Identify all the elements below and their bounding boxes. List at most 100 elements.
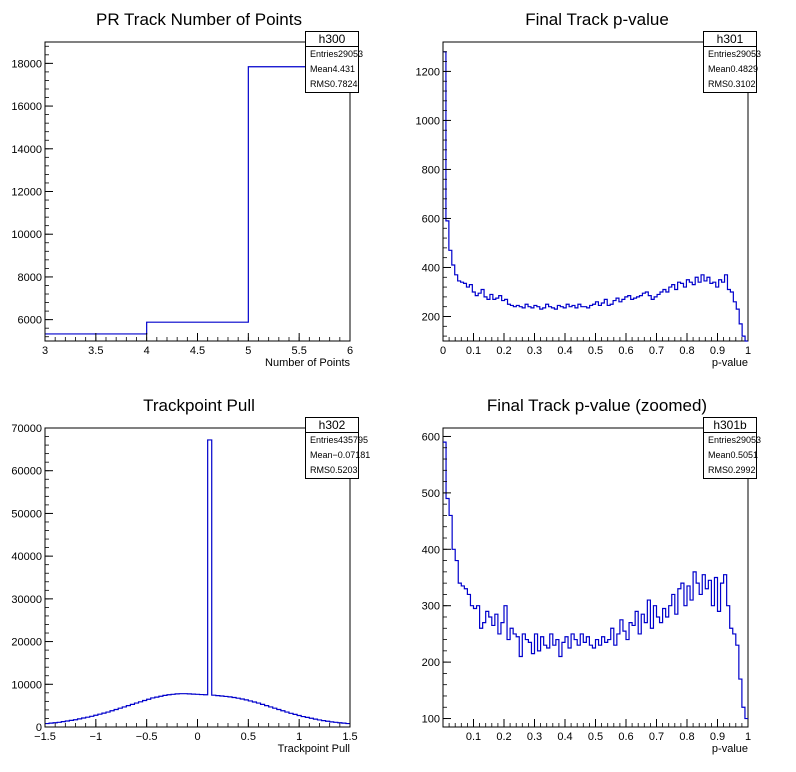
x-tick-label: 0.8 bbox=[679, 345, 694, 357]
x-tick-label: 1 bbox=[296, 731, 302, 743]
histogram-line bbox=[443, 51, 748, 342]
x-tick-label: 0.8 bbox=[679, 731, 694, 743]
x-tick-label: 5.5 bbox=[292, 345, 307, 357]
stats-row-mean: Mean 0.4829 bbox=[704, 62, 759, 77]
stats-value: 29053 bbox=[736, 49, 762, 59]
x-tick-label: 0.3 bbox=[527, 345, 542, 357]
histogram-line bbox=[45, 66, 350, 335]
histogram-line bbox=[45, 439, 350, 725]
stats-row-rms: RMS 0.5203 bbox=[306, 463, 358, 478]
x-tick-label: 0.9 bbox=[710, 345, 725, 357]
y-tick-label: 10000 bbox=[11, 229, 42, 241]
x-tick-label: 0 bbox=[194, 731, 200, 743]
x-tick-label: 0.3 bbox=[527, 731, 542, 743]
stats-histogram-name: h300 bbox=[306, 32, 358, 47]
stats-box: h300 Entries 29053 Mean 4.431 RMS 0.7824 bbox=[305, 31, 363, 93]
stats-label: RMS bbox=[708, 79, 728, 89]
x-tick-label: 0.5 bbox=[588, 731, 603, 743]
y-tick-label: 60000 bbox=[11, 466, 42, 478]
y-tick-label: 12000 bbox=[11, 187, 42, 199]
x-tick-label: 0.9 bbox=[710, 731, 725, 743]
y-tick-label: 600 bbox=[422, 213, 440, 225]
histogram-pad-h300: 3 3.5 4 4.5 5 5.5 6 6000 8000 10000 12000 14000 1600… bbox=[0, 0, 398, 386]
x-tick-label: 0.4 bbox=[557, 345, 572, 357]
x-tick-label: 0.2 bbox=[496, 731, 511, 743]
x-tick-label: 0.6 bbox=[618, 731, 633, 743]
x-tick-label: 0.5 bbox=[588, 345, 603, 357]
x-tick-label: 4 bbox=[144, 345, 150, 357]
stats-label: RMS bbox=[310, 465, 330, 475]
stats-label: Mean bbox=[708, 64, 731, 74]
stats-value: 29053 bbox=[736, 435, 762, 445]
stats-histogram-name: h302 bbox=[306, 418, 358, 433]
stats-label: Entries bbox=[310, 435, 339, 445]
x-axis-label: Trackpoint Pull bbox=[278, 743, 350, 755]
stats-value: 0.4829 bbox=[730, 64, 759, 74]
stats-label: Mean bbox=[310, 64, 333, 74]
y-tick-label: 18000 bbox=[11, 58, 42, 70]
stats-row-entries: Entries 29053 bbox=[704, 47, 761, 62]
x-tick-label: 0.4 bbox=[557, 731, 572, 743]
x-tick-label: −1 bbox=[90, 731, 103, 743]
y-tick-label: 50000 bbox=[11, 508, 42, 520]
x-tick-label: 5 bbox=[245, 345, 251, 357]
stats-label: Entries bbox=[708, 435, 737, 445]
stats-histogram-name: h301b bbox=[704, 418, 756, 433]
histogram-plot: 0.1 0.2 0.3 0.4 0.5 0.6 0.7 0.8 0.9 1 100 200 300 400… bbox=[422, 427, 751, 755]
stats-row-rms: RMS 0.2992 bbox=[704, 463, 756, 478]
x-axis-label: Number of Points bbox=[265, 357, 350, 369]
y-tick-label: 1200 bbox=[416, 66, 440, 78]
x-tick-label: 0.5 bbox=[241, 731, 256, 743]
stats-label: Mean bbox=[310, 450, 333, 460]
histogram-line bbox=[443, 441, 748, 720]
y-tick-label: 400 bbox=[422, 262, 440, 274]
y-tick-label: 800 bbox=[422, 164, 440, 176]
y-tick-label: 200 bbox=[422, 311, 440, 323]
stats-value: 0.3102 bbox=[728, 79, 756, 89]
x-tick-label: 0.7 bbox=[649, 731, 664, 743]
stats-row-mean: Mean 0.5051 bbox=[704, 448, 759, 463]
x-tick-label: 0.2 bbox=[496, 345, 511, 357]
histogram-pad-h301b: 0.1 0.2 0.3 0.4 0.5 0.6 0.7 0.8 0.9 1 100 200 300 400… bbox=[398, 386, 796, 772]
histogram-plot: 3 3.5 4 4.5 5 5.5 6 6000 8000 10000 12000 14000 1600… bbox=[11, 41, 353, 369]
stats-row-mean: Mean 4.431 bbox=[306, 62, 358, 77]
stats-box: h302 Entries 435795 Mean −0.07181 RMS 0.520… bbox=[305, 417, 370, 479]
y-tick-label: 300 bbox=[422, 601, 440, 613]
histogram-pad-h301: 0 0.1 0.2 0.3 0.4 0.5 0.6 0.7 0.8 0.9 1 200 400 600 80… bbox=[398, 0, 796, 386]
y-tick-label: 200 bbox=[422, 657, 440, 669]
y-tick-label: 100 bbox=[422, 714, 440, 726]
stats-label: Mean bbox=[708, 450, 731, 460]
x-tick-label: 0.1 bbox=[466, 731, 481, 743]
stats-box: h301 Entries 29053 Mean 0.4829 RMS 0.3102 bbox=[703, 31, 761, 93]
histogram-pad-h302: −1.5 −1 −0.5 0 0.5 1 1.5 0 10000 20000 30000 40000 5… bbox=[0, 386, 398, 772]
x-tick-label: 0.7 bbox=[649, 345, 664, 357]
stats-label: Entries bbox=[708, 49, 737, 59]
y-tick-label: 40000 bbox=[11, 551, 42, 563]
chart-title: PR Track Number of Points bbox=[96, 10, 302, 29]
stats-label: RMS bbox=[708, 465, 728, 475]
stats-value: 435795 bbox=[338, 435, 369, 445]
x-tick-label: 4.5 bbox=[190, 345, 205, 357]
stats-row-entries: Entries 435795 bbox=[306, 433, 368, 448]
y-tick-label: 10000 bbox=[11, 679, 42, 691]
histogram-plot: 0 0.1 0.2 0.3 0.4 0.5 0.6 0.7 0.8 0.9 1200 400 600 80… bbox=[416, 41, 751, 369]
y-tick-label: 500 bbox=[422, 488, 440, 500]
x-tick-label: 1.5 bbox=[342, 731, 357, 743]
y-tick-label: 16000 bbox=[11, 101, 42, 113]
y-tick-label: 6000 bbox=[18, 315, 42, 327]
stats-value: 29053 bbox=[338, 49, 364, 59]
x-tick-label: 0.6 bbox=[618, 345, 633, 357]
y-tick-label: 1000 bbox=[416, 115, 440, 127]
stats-row-entries: Entries 29053 bbox=[306, 47, 363, 62]
x-tick-label: 0.1 bbox=[466, 345, 481, 357]
stats-value: 0.5051 bbox=[730, 450, 759, 460]
y-tick-label: 70000 bbox=[11, 423, 42, 435]
y-tick-label: 30000 bbox=[11, 594, 42, 606]
x-tick-label: 3.5 bbox=[88, 345, 103, 357]
stats-histogram-name: h301 bbox=[704, 32, 756, 47]
stats-value: 0.7824 bbox=[330, 79, 358, 89]
y-tick-label: 14000 bbox=[11, 144, 42, 156]
y-tick-label: 400 bbox=[422, 544, 440, 556]
x-tick-label: 0 bbox=[440, 345, 446, 357]
histogram-plot: −1.5 −1 −0.5 0 0.5 1 1.5 0 10000 20000 30000 40000 5… bbox=[11, 423, 357, 755]
